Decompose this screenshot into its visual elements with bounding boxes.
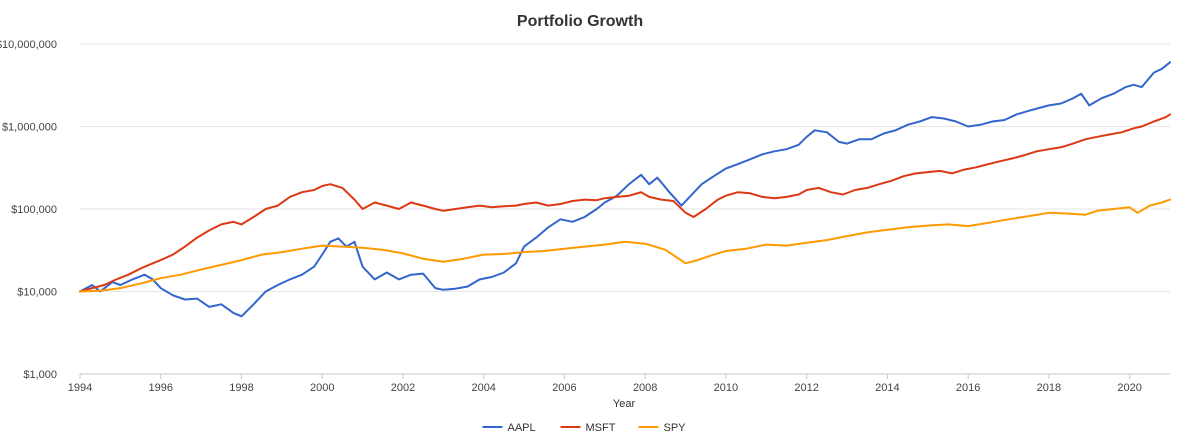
legend[interactable]: AAPL MSFT SPY xyxy=(482,422,687,434)
y-tick-label: $1,000,000 xyxy=(2,122,57,134)
x-tick-label: 1996 xyxy=(148,382,172,394)
x-tick-label: 2000 xyxy=(310,382,334,394)
legend-item-aapl[interactable]: AAPL xyxy=(482,422,536,434)
y-axis-ticks: $1,000 $10,000 $100,000 $1,000,000 $10,000,0… xyxy=(0,39,57,381)
series-line-msft[interactable] xyxy=(79,113,1171,293)
x-tick-label: 2018 xyxy=(1037,382,1061,394)
chart-title: Portfolio Growth xyxy=(517,13,643,30)
x-tick-label: 1994 xyxy=(68,382,92,394)
x-tick-label: 2006 xyxy=(552,382,576,394)
legend-label: AAPL xyxy=(508,422,536,434)
legend-item-spy[interactable]: SPY xyxy=(638,422,687,434)
y-tick-label: $1,000 xyxy=(23,369,57,381)
x-axis-label: Year xyxy=(613,398,636,410)
y-tick-label: $10,000 xyxy=(17,287,57,299)
legend-item-msft[interactable]: MSFT xyxy=(560,422,616,434)
series-line-spy[interactable] xyxy=(79,198,1171,293)
x-tick-label: 2010 xyxy=(714,382,738,394)
x-tick-label: 2016 xyxy=(956,382,980,394)
y-tick-label: $100,000 xyxy=(11,204,57,216)
x-tick-label: 2008 xyxy=(633,382,657,394)
series-line-aapl[interactable] xyxy=(79,61,1171,318)
x-tick-label: 2020 xyxy=(1117,382,1141,394)
x-tick-label: 2014 xyxy=(875,382,899,394)
y-tick-label: $10,000,000 xyxy=(0,39,57,51)
series-lines xyxy=(79,61,1171,318)
grid-lines xyxy=(80,43,1170,292)
x-tick-label: 2002 xyxy=(391,382,415,394)
x-tick-label: 1998 xyxy=(229,382,253,394)
legend-label: MSFT xyxy=(586,422,616,434)
x-tick-label: 2012 xyxy=(794,382,818,394)
x-tick-label: 2004 xyxy=(471,382,495,394)
x-axis-ticks: 1994 1996 1998 2000 2002 2004 2006 2008 2010 2012… xyxy=(68,374,1142,394)
legend-label: SPY xyxy=(664,422,687,434)
